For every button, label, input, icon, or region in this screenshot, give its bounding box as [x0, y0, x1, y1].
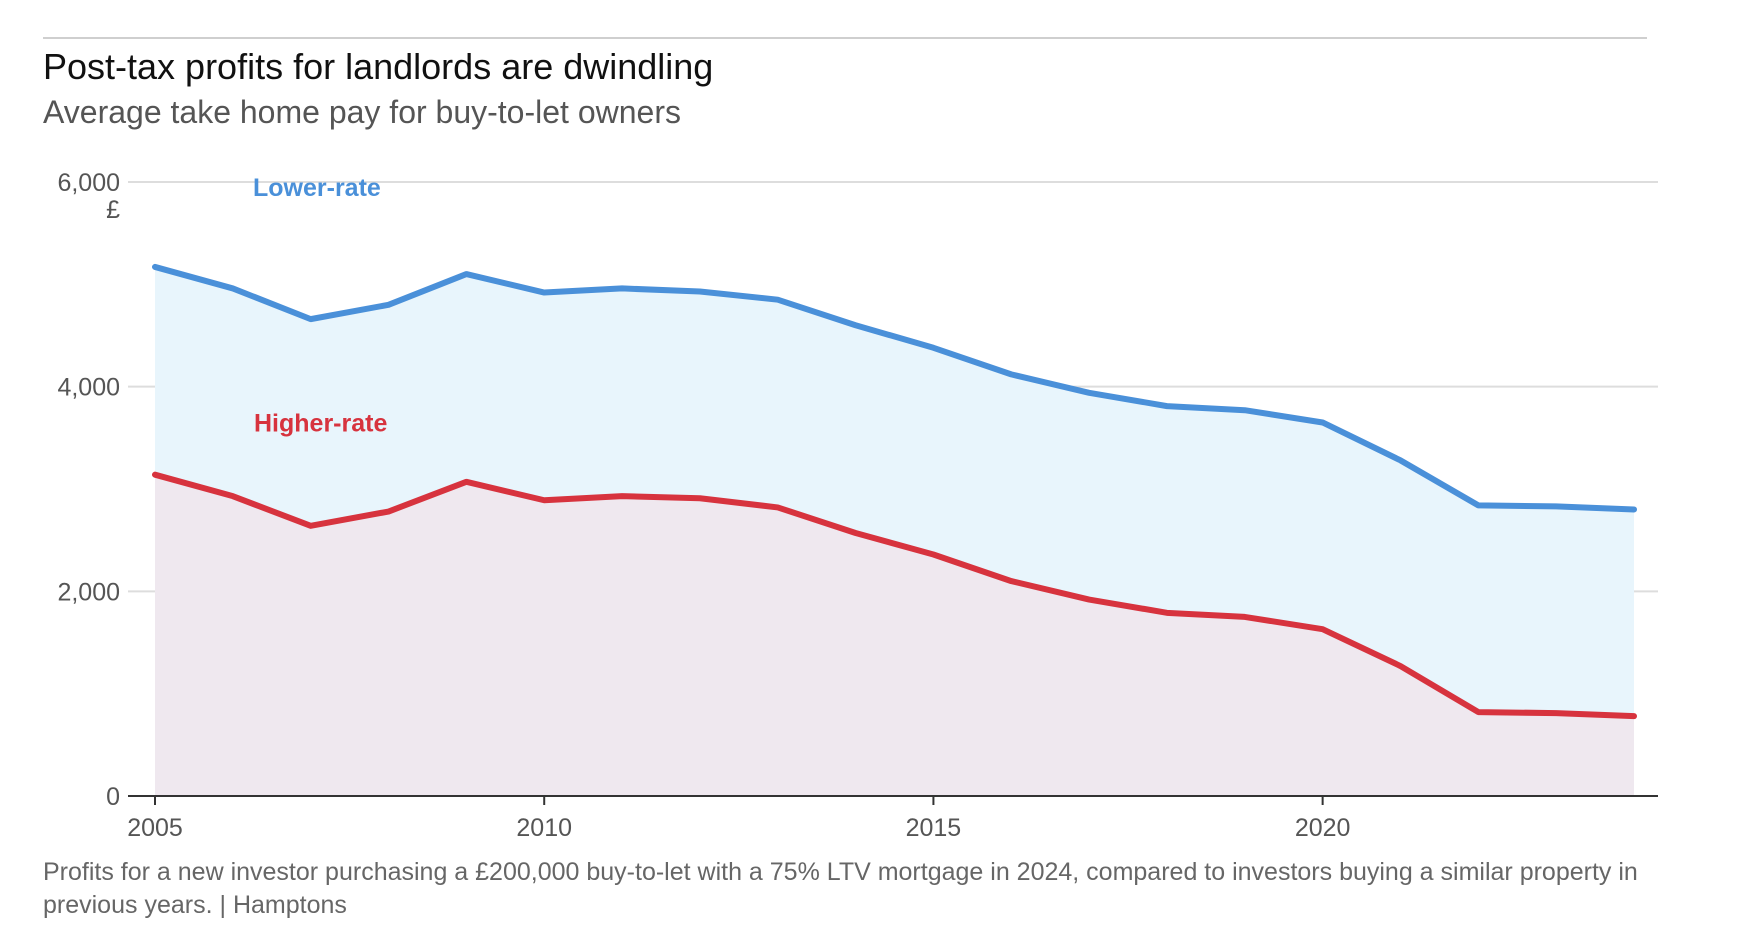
data-point-lower-rate [1477, 504, 1479, 506]
data-point-higher-rate [1555, 712, 1557, 714]
data-point-higher-rate [1088, 599, 1090, 601]
series-lines [152, 263, 1637, 720]
chart-title: Post-tax profits for landlords are dwind… [43, 46, 714, 87]
x-tick-label: 2010 [516, 814, 572, 842]
top-rule [43, 37, 1647, 39]
y-tick-label: 2,000 [57, 578, 120, 606]
data-point-lower-rate [699, 290, 701, 292]
x-tick-label: 2020 [1295, 814, 1351, 842]
y-axis-unit-label: £ [106, 196, 120, 224]
data-point-lower-rate [1399, 459, 1401, 461]
series-areas [155, 266, 1634, 797]
data-point-higher-rate [932, 553, 934, 555]
data-point-higher-rate [388, 511, 390, 513]
data-point-higher-rate [465, 481, 467, 483]
data-point-lower-rate [932, 347, 934, 349]
data-point-lower-rate [1244, 409, 1246, 411]
data-point-higher-rate [1399, 665, 1401, 667]
x-tick-label: 2005 [127, 814, 183, 842]
data-point-higher-rate [1166, 612, 1168, 614]
data-point-higher-rate [154, 474, 156, 476]
data-point-higher-rate [310, 525, 312, 527]
axes: 0 2,000 4,000 6,000£2005 2010 2015 2020 [57, 169, 1658, 842]
data-point-lower-rate [777, 299, 779, 301]
data-point-lower-rate [1322, 421, 1324, 423]
data-point-higher-rate [855, 532, 857, 534]
data-point-lower-rate [388, 304, 390, 306]
x-tick-label: 2015 [906, 814, 962, 842]
data-point-lower-rate [621, 287, 623, 289]
data-point-higher-rate [1010, 580, 1012, 582]
data-point-higher-rate [699, 497, 701, 499]
data-point-higher-rate [621, 495, 623, 497]
data-point-higher-rate [543, 499, 545, 501]
series-labels: Lower-rate Higher-rate [253, 174, 387, 438]
y-tick-label: 0 [106, 783, 120, 811]
data-point-lower-rate [232, 287, 234, 289]
series-label-higher-rate: Higher-rate [254, 410, 387, 438]
data-point-lower-rate [1010, 373, 1012, 375]
data-point-lower-rate [543, 292, 545, 294]
footnote-separator: | [219, 891, 226, 919]
data-point-lower-rate [465, 273, 467, 275]
line-higher-rate [152, 471, 1637, 720]
data-point-higher-rate [1322, 628, 1324, 630]
chart-subtitle: Average take home pay for buy-to-let own… [43, 94, 681, 130]
data-point-higher-rate [232, 495, 234, 497]
data-point-lower-rate [855, 324, 857, 326]
footnote-source: Hamptons [232, 891, 347, 919]
line-lower-rate [152, 263, 1637, 513]
data-point-lower-rate [1633, 508, 1635, 510]
area-chart: 0 2,000 4,000 6,000£2005 2010 2015 2020 Lower-… [57, 169, 1658, 842]
data-point-lower-rate [1088, 392, 1090, 394]
y-tick-label: 6,000 [57, 169, 120, 197]
series-label-lower-rate: Lower-rate [253, 174, 381, 202]
footnote-text: Profits for a new investor purchasing a … [43, 858, 1638, 919]
y-tick-label: 4,000 [57, 374, 120, 402]
data-point-lower-rate [310, 318, 312, 320]
data-point-lower-rate [1166, 405, 1168, 407]
chart-footnote: Profits for a new investor purchasing a … [43, 856, 1663, 922]
data-point-higher-rate [1244, 616, 1246, 618]
data-point-higher-rate [1477, 711, 1479, 713]
data-point-higher-rate [777, 506, 779, 508]
data-point-lower-rate [154, 266, 156, 268]
data-point-higher-rate [1633, 715, 1635, 717]
data-point-lower-rate [1555, 505, 1557, 507]
area-higher-rate [155, 474, 1634, 796]
